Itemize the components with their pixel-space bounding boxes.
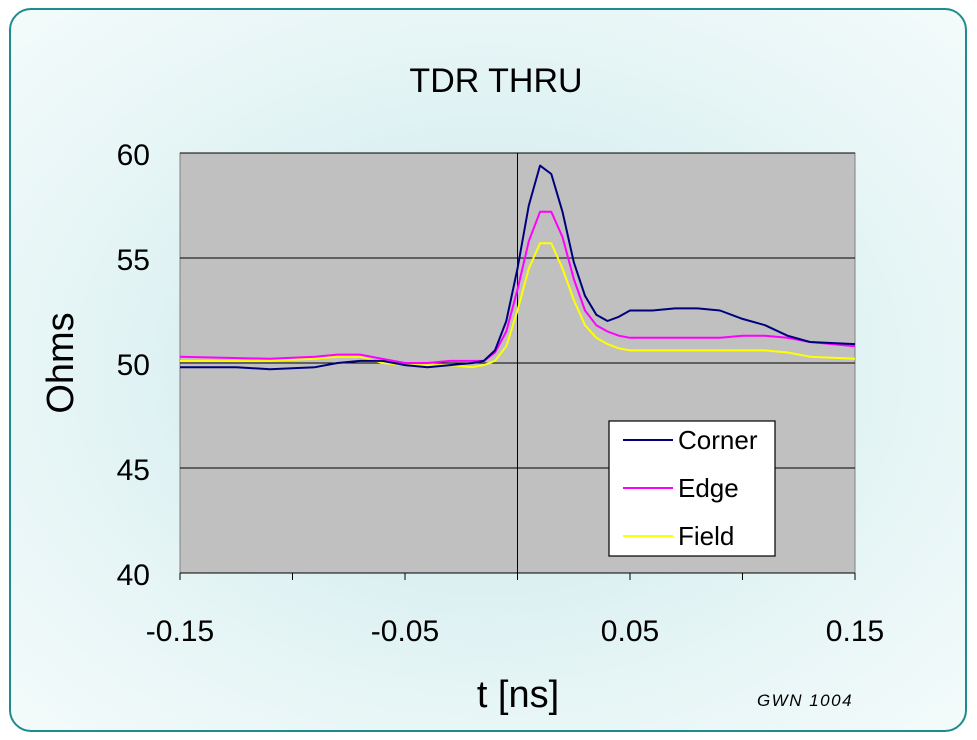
series-line-corner — [180, 164, 856, 371]
y-tick-label: 55 — [117, 244, 150, 277]
y-tick-label: 40 — [117, 559, 150, 592]
legend-label-edge: Edge — [678, 473, 739, 503]
x-tick-label: -0.15 — [146, 615, 214, 648]
legend-label-corner: Corner — [678, 425, 758, 455]
series-line-edge — [179, 210, 856, 364]
legend: Corner Edge Field — [608, 420, 776, 557]
series-layer — [179, 164, 856, 371]
y-tick-label: 50 — [117, 349, 150, 382]
chart: TDR THRU 40 45 50 55 60 -0.15 -0.05 0.05 0.15 Co… — [40, 62, 885, 716]
annotation-code: GWN 1004 — [757, 691, 853, 710]
y-axis-label: Ohms — [40, 312, 82, 413]
series-line-field — [180, 242, 856, 369]
chart-title: TDR THRU — [409, 62, 582, 100]
x-axis-label: t [ns] — [477, 674, 559, 716]
y-tick-label: 45 — [117, 454, 150, 487]
chart-frame: TDR THRU 40 45 50 55 60 -0.15 -0.05 0.05 0.15 Co… — [9, 8, 967, 732]
x-tick-label: 0.05 — [601, 615, 659, 648]
x-tick-label: -0.05 — [371, 615, 439, 648]
axes-layer: 40 45 50 55 60 -0.15 -0.05 0.05 0.15 — [117, 139, 885, 648]
x-tick-label: 0.15 — [826, 615, 884, 648]
legend-label-field: Field — [678, 521, 734, 551]
y-tick-label: 60 — [117, 139, 150, 172]
